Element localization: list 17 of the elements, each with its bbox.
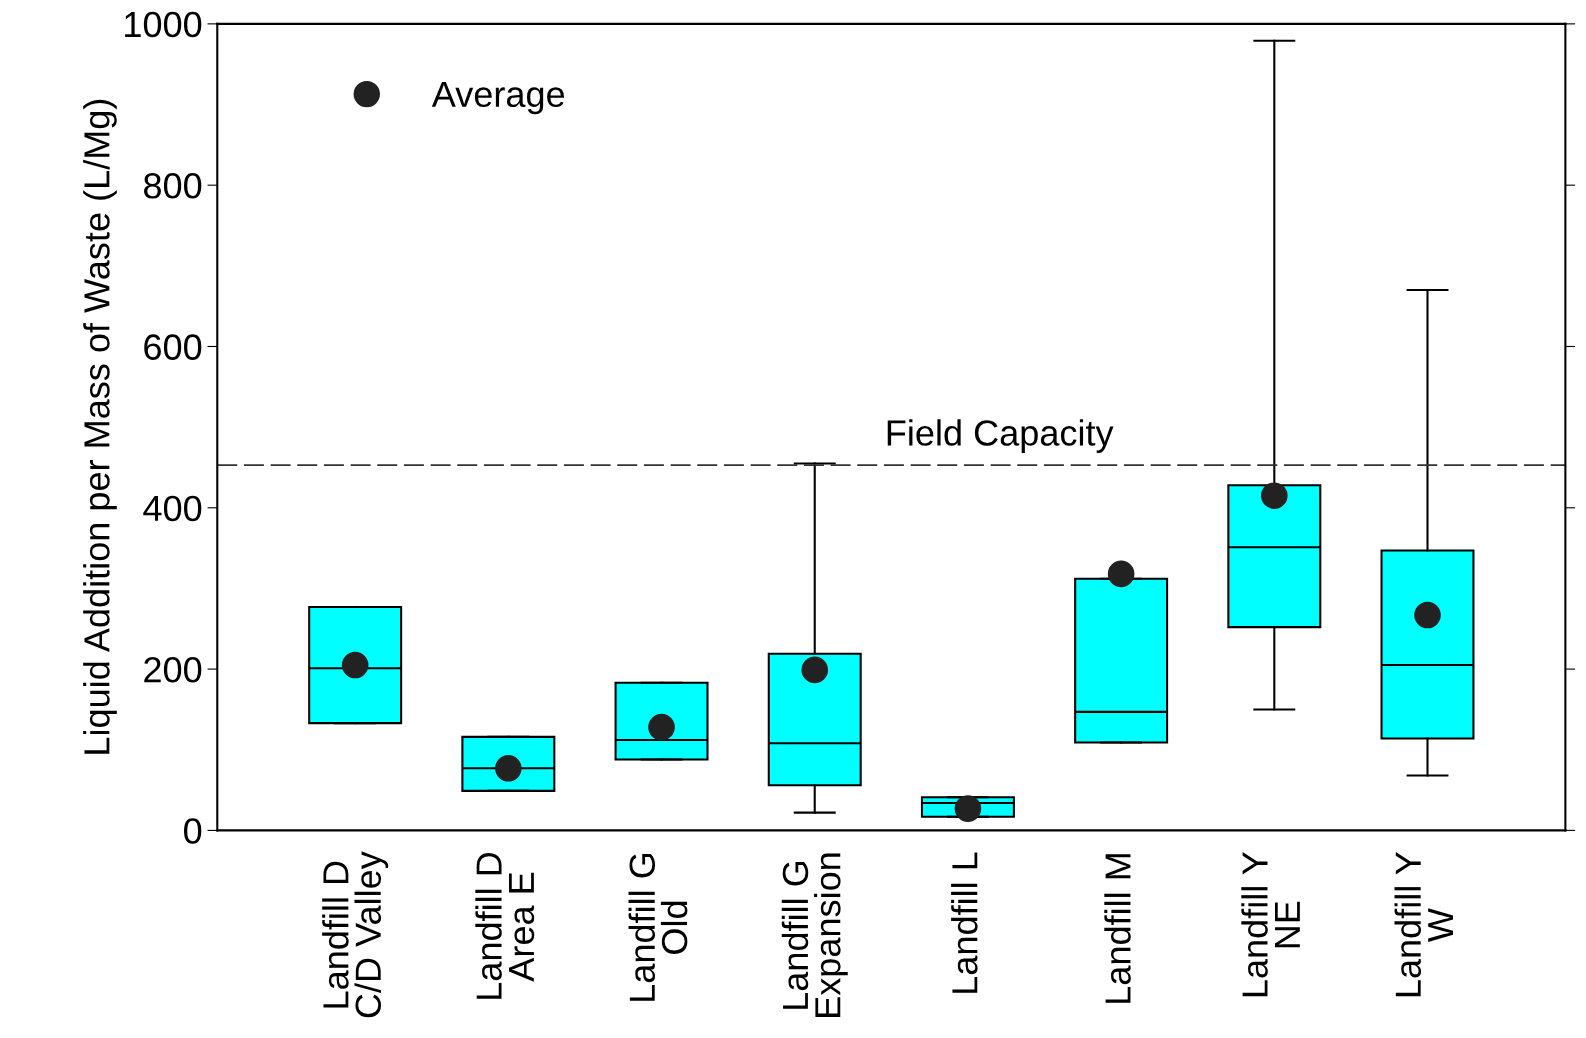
- x-tick-label: Landfill M: [1104, 854, 1131, 1003]
- y-tick-label: 600: [144, 334, 202, 360]
- y-tick-label: 200: [144, 656, 202, 683]
- x-tick-label: Landfill L: [951, 852, 978, 993]
- x-tick-label: Landfill G Expansion: [781, 853, 848, 1017]
- x-tick-label: Landfill D Area E: [475, 852, 535, 999]
- x-tick-label: Landfill Y NE: [1241, 852, 1300, 997]
- ref-line-label: Field Capacity: [887, 419, 1114, 453]
- y-tick-label: 0: [184, 818, 202, 844]
- x-tick-label: Landfill D C/D Valley: [322, 851, 389, 1018]
- y-tick-label: 400: [143, 495, 202, 522]
- y-tick-label: 800: [144, 173, 202, 199]
- x-tick-label: Landfill Y W: [1394, 852, 1454, 997]
- y-tick-label: 1000: [125, 11, 202, 38]
- legend-label: Average: [431, 81, 565, 115]
- x-tick-label: Landfill G Old: [628, 853, 688, 1001]
- y-axis-title: Liquid Addition per Mass of Waste (L/Mg): [83, 99, 117, 754]
